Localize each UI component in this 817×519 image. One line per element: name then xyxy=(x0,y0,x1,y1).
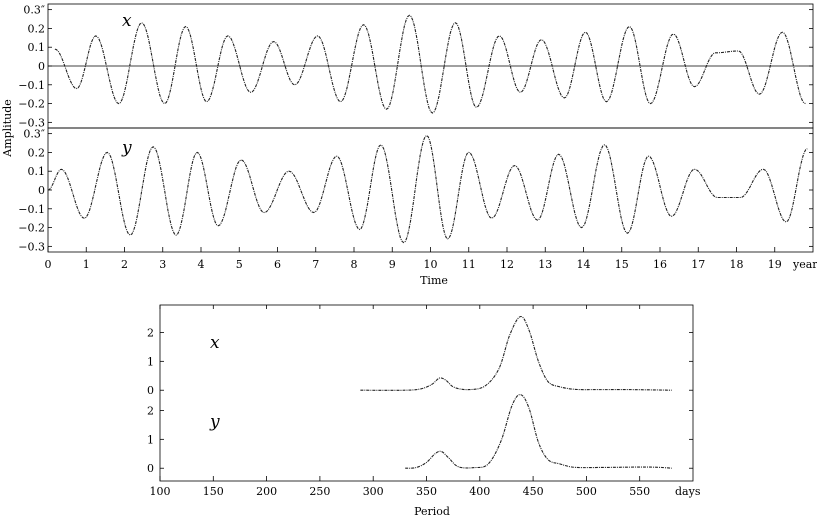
period-x-tick-label: 200 xyxy=(256,485,277,498)
time-y-tick-label: −0.2 xyxy=(18,98,45,111)
period-x-tick-label: 100 xyxy=(150,485,171,498)
time-y-tick-label: 0.2 xyxy=(28,146,46,159)
time-x-tick-label: 6 xyxy=(274,258,281,271)
time-y-tick-label: 0.1 xyxy=(28,41,46,54)
period-x-tick-label: 350 xyxy=(416,485,437,498)
period-x-tick-label: 250 xyxy=(309,485,330,498)
time-curve-y xyxy=(47,134,808,244)
time-ylabel: Amplitude xyxy=(1,99,14,158)
time-x-tick-label: 19 xyxy=(768,258,782,271)
period-y-tick-label: 0 xyxy=(147,462,154,475)
time-x-tick-label: 8 xyxy=(351,258,358,271)
period-x-tick-label: 550 xyxy=(629,485,650,498)
time-y-tick-label: 0.3″ xyxy=(23,4,45,17)
time-y-tick-label: 0.3″ xyxy=(23,128,45,141)
time-curve-x xyxy=(54,14,806,114)
time-y-tick-label: −0.3 xyxy=(18,240,45,253)
period-y-axes: 2 1 0 2 1 0 xyxy=(147,326,693,475)
time-x-tick-label: 12 xyxy=(500,258,514,271)
period-x-axis: 100 150 200 250 300 350 400 450 500 550 xyxy=(150,305,650,498)
time-xlabel: Time xyxy=(420,274,448,287)
period-x-tick-label: 150 xyxy=(203,485,224,498)
time-x-tick-label: 0 xyxy=(45,258,52,271)
time-x-axis: 0 1 2 3 4 5 6 7 8 9 10 11 12 13 14 15 16 17 18 19 xyxy=(45,247,782,271)
period-x-unit: days xyxy=(675,485,701,498)
time-x-tick-label: 18 xyxy=(730,258,744,271)
time-x-tick-label: 15 xyxy=(615,258,629,271)
time-x-tick-label: 3 xyxy=(159,258,166,271)
time-panel-y-frame xyxy=(47,127,814,253)
time-y-tick-label: 0 xyxy=(38,60,45,73)
time-y-tick-label: 0.2 xyxy=(28,22,46,35)
period-frame xyxy=(159,304,694,482)
time-y-tick-label: −0.3 xyxy=(18,116,45,129)
time-panel-y-series-label: y xyxy=(121,138,132,158)
time-y-axes: 0.3″0.20.10−0.1−0.2−0.30.3″0.20.10−0.1−0… xyxy=(18,4,813,253)
time-y-tick-label: −0.1 xyxy=(18,203,45,216)
time-x-tick-label: 2 xyxy=(121,258,128,271)
time-y-tick-label: −0.2 xyxy=(18,222,45,235)
period-x-tick-label: 500 xyxy=(576,485,597,498)
time-x-tick-label: 17 xyxy=(691,258,705,271)
time-x-tick-label: 16 xyxy=(653,258,667,271)
period-y-tick-label: 1 xyxy=(147,355,154,368)
time-x-tick-label: 1 xyxy=(83,258,90,271)
time-x-tick-label: 13 xyxy=(538,258,552,271)
period-curves xyxy=(360,316,672,469)
period-x-tick-label: 450 xyxy=(523,485,544,498)
time-x-unit: year xyxy=(792,258,817,271)
period-xlabel: Period xyxy=(414,505,450,518)
period-y-tick-label: 2 xyxy=(147,404,154,417)
time-series-curves xyxy=(47,14,808,244)
time-x-tick-label: 7 xyxy=(312,258,319,271)
period-x-tick-label: 400 xyxy=(469,485,490,498)
period-panel-x-series-label: x xyxy=(210,333,220,353)
period-y-tick-label: 2 xyxy=(147,326,154,339)
period-y-tick-label: 1 xyxy=(147,433,154,446)
period-x-tick-label: 300 xyxy=(363,485,384,498)
period-y-tick-label: 0 xyxy=(147,384,154,397)
time-panel-x-series-label: x xyxy=(122,11,132,31)
period-curve-x xyxy=(360,316,672,391)
time-x-tick-label: 10 xyxy=(424,258,438,271)
time-x-tick-label: 4 xyxy=(198,258,205,271)
time-y-tick-label: −0.1 xyxy=(18,79,45,92)
time-y-tick-label: 0 xyxy=(38,184,45,197)
time-y-tick-label: 0.1 xyxy=(28,165,46,178)
time-x-tick-label: 9 xyxy=(389,258,396,271)
time-x-tick-label: 5 xyxy=(236,258,243,271)
period-panel-y-series-label: y xyxy=(209,412,220,432)
time-x-tick-label: 14 xyxy=(577,258,591,271)
period-curve-y xyxy=(405,394,672,469)
time-x-tick-label: 11 xyxy=(462,258,476,271)
